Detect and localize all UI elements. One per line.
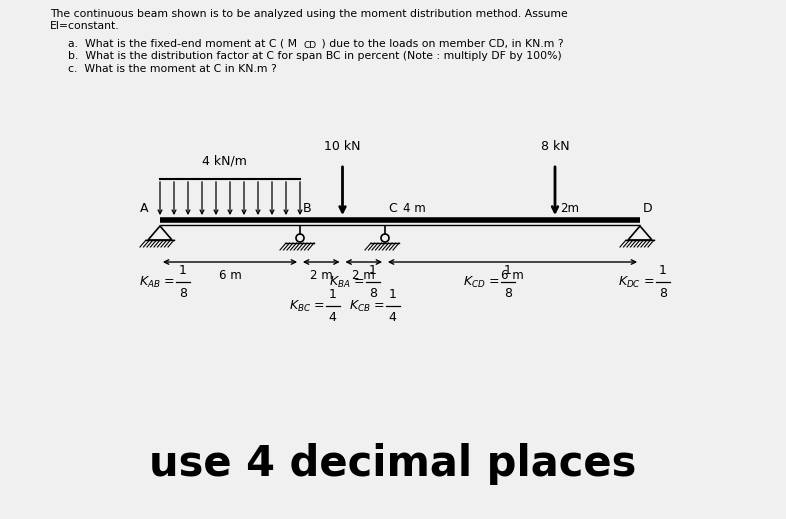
Text: El=constant.: El=constant. [50,21,119,31]
Text: c.  What is the moment at C in KN.m ?: c. What is the moment at C in KN.m ? [68,64,277,74]
Text: 8: 8 [369,287,377,300]
Text: 1: 1 [388,288,396,301]
Text: 8: 8 [179,287,187,300]
Text: $K_{BA}$ =: $K_{BA}$ = [329,275,365,290]
Text: 1: 1 [504,264,512,277]
Text: 2m: 2m [560,202,579,215]
Text: 1: 1 [659,264,667,277]
Text: 1: 1 [329,288,336,301]
Text: 8: 8 [504,287,512,300]
Text: 10 kN: 10 kN [325,140,361,153]
Text: $K_{CD}$ =: $K_{CD}$ = [464,275,500,290]
Text: The continuous beam shown is to be analyzed using the moment distribution method: The continuous beam shown is to be analy… [50,9,567,19]
Text: $K_{DC}$ =: $K_{DC}$ = [619,275,655,290]
Text: 4 m: 4 m [403,202,426,215]
Text: D: D [643,202,652,215]
Text: 4: 4 [329,311,336,324]
Text: 2 m: 2 m [352,269,375,282]
Text: ) due to the loads on member CD, in KN.m ?: ) due to the loads on member CD, in KN.m… [318,38,564,48]
Text: use 4 decimal places: use 4 decimal places [149,443,637,485]
Text: 1: 1 [179,264,187,277]
Text: b.  What is the distribution factor at C for span BC in percent (Note : multiply: b. What is the distribution factor at C … [68,51,562,61]
Text: 4 kN/m: 4 kN/m [202,155,247,168]
Text: 6 m: 6 m [219,269,241,282]
Text: a.  What is the fixed-end moment at C ( M: a. What is the fixed-end moment at C ( M [68,38,297,48]
Text: B: B [303,202,311,215]
Text: 6 m: 6 m [501,269,524,282]
Text: $K_{CB}$ =: $K_{CB}$ = [349,298,384,313]
Text: 1: 1 [369,264,377,277]
Text: CD: CD [304,41,317,50]
Text: C: C [388,202,397,215]
Text: $K_{AB}$ =: $K_{AB}$ = [139,275,175,290]
Text: 8 kN: 8 kN [541,140,569,153]
Text: 4: 4 [388,311,396,324]
Text: 8: 8 [659,287,667,300]
Text: 2 m: 2 m [310,269,332,282]
Text: A: A [139,202,148,215]
Text: $K_{BC}$ =: $K_{BC}$ = [288,298,325,313]
